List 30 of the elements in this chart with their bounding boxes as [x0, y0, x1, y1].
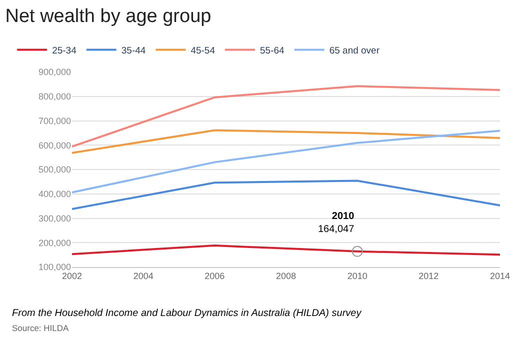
x-tick-label: 2002 [62, 270, 82, 281]
y-tick-label: 700,000 [38, 116, 71, 126]
legend-label: 25-34 [52, 45, 76, 56]
line-series [72, 244, 500, 257]
y-tick-label: 500,000 [38, 164, 71, 175]
legend-label: 55-64 [260, 45, 284, 56]
text: From the Household Income and Labour Dynamics in Australia (HILDA) survey [12, 308, 362, 319]
line-series [72, 85, 500, 148]
y-tick-label: 300,000 [38, 213, 71, 224]
y-tick-label: 400,000 [38, 189, 71, 200]
x-tick-label: 2004 [133, 270, 154, 281]
legend-label: 45-54 [190, 45, 216, 56]
line-series [72, 129, 500, 154]
y-tick-label: 200,000 [38, 238, 71, 248]
x-tick-label: 2008 [276, 270, 296, 281]
y-tick-label: 100,000 [38, 262, 71, 272]
legend-label: 35-44 [121, 45, 146, 56]
x-tick-label: 2014 [490, 270, 510, 281]
x-tick-label: 2010 [347, 270, 368, 281]
annotation: 2010 164,047 [318, 211, 355, 235]
chart-title: Net wealth by age group [5, 6, 212, 27]
legend-label: 65 and over [329, 45, 380, 56]
source-note: Source: HILDA [12, 323, 70, 333]
y-tick-label: 600,000 [38, 140, 71, 150]
line-series [72, 130, 500, 194]
x-tick-label: 2006 [204, 270, 225, 281]
y-tick-label: 900,000 [38, 67, 71, 78]
x-tick-label: 2012 [418, 270, 439, 281]
line-series [72, 180, 500, 210]
y-tick-label: 800,000 [38, 92, 71, 102]
